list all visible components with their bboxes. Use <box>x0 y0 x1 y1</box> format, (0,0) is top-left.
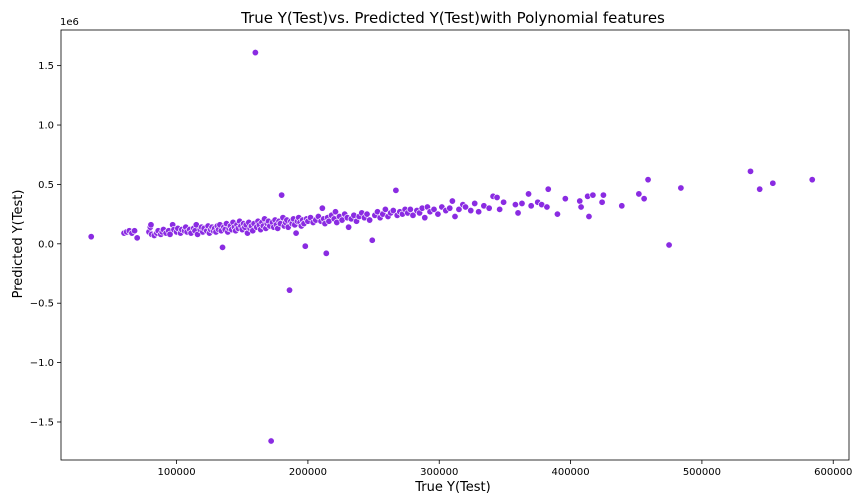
data-point <box>368 236 376 244</box>
data-point <box>251 49 259 57</box>
data-point <box>131 227 139 235</box>
data-point <box>756 185 764 193</box>
plot-frame <box>60 29 850 461</box>
data-point <box>292 229 300 237</box>
data-point <box>366 216 374 224</box>
data-point <box>665 241 673 249</box>
data-point <box>677 184 685 192</box>
data-point <box>430 205 438 213</box>
data-point <box>392 186 400 194</box>
data-point <box>496 205 504 213</box>
data-point <box>644 176 652 184</box>
y-tick-label: 0.5 <box>38 180 54 191</box>
x-tick-label: 300000 <box>420 467 458 478</box>
data-point <box>434 210 442 218</box>
data-point <box>577 203 585 211</box>
data-point <box>451 212 459 220</box>
data-point <box>527 202 535 210</box>
data-point <box>421 214 429 222</box>
data-point <box>485 204 493 212</box>
data-point <box>500 198 508 206</box>
x-tick-label: 100000 <box>157 467 195 478</box>
data-point <box>301 242 309 250</box>
data-point <box>345 223 353 231</box>
y-tick-label: 1.5 <box>38 61 54 72</box>
data-point <box>511 201 519 209</box>
data-point <box>331 208 339 216</box>
data-point <box>278 191 286 199</box>
data-point <box>133 234 141 242</box>
data-point <box>808 176 816 184</box>
data-point <box>446 204 454 212</box>
data-point <box>635 190 643 198</box>
data-point <box>147 221 155 229</box>
y-tick-label: −1.5 <box>30 417 54 428</box>
data-point <box>585 212 593 220</box>
y-tick-label: −0.5 <box>30 299 54 310</box>
y-axis-offset-label: 1e6 <box>60 17 79 28</box>
data-point <box>389 207 397 215</box>
data-point <box>525 190 533 198</box>
data-point <box>322 249 330 257</box>
data-point <box>561 195 569 203</box>
y-axis-title: Predicted Y(Test) <box>11 190 26 299</box>
data-point <box>553 210 561 218</box>
y-tick-label: −1.0 <box>30 358 54 369</box>
data-point <box>493 193 501 201</box>
data-point <box>87 233 95 241</box>
data-point <box>514 209 522 217</box>
data-point <box>769 179 777 187</box>
data-point <box>475 208 483 216</box>
data-point <box>467 207 475 215</box>
data-point <box>166 230 174 238</box>
x-axis-title: True Y(Test) <box>414 480 490 495</box>
chart-title: True Y(Test)vs. Predicted Y(Test)with Po… <box>240 9 665 27</box>
data-point <box>381 205 389 213</box>
data-point <box>455 205 463 213</box>
y-tick-label: 0.0 <box>38 239 54 250</box>
data-point <box>286 286 294 294</box>
data-point <box>618 202 626 210</box>
data-point <box>471 199 479 207</box>
data-point <box>518 199 526 207</box>
x-tick-label: 400000 <box>551 467 589 478</box>
y-tick-label: 1.0 <box>38 121 54 132</box>
data-point <box>599 191 607 199</box>
data-point <box>640 195 648 203</box>
data-point <box>406 205 414 213</box>
x-tick-label: 200000 <box>289 467 327 478</box>
data-point <box>462 203 470 211</box>
data-point <box>318 204 326 212</box>
data-point <box>219 243 227 251</box>
data-point <box>589 191 597 199</box>
data-point <box>543 203 551 211</box>
data-point <box>267 437 275 445</box>
data-point <box>598 198 606 206</box>
data-point <box>746 167 754 175</box>
data-point <box>409 211 417 219</box>
data-point <box>363 210 371 218</box>
x-tick-label: 600000 <box>814 467 852 478</box>
data-point <box>544 185 552 193</box>
plot-area: 100000 200000 300000 400000 500000 600000 −1.5… <box>30 29 852 478</box>
data-point <box>576 197 584 205</box>
x-tick-label: 500000 <box>683 467 721 478</box>
data-point <box>448 197 456 205</box>
